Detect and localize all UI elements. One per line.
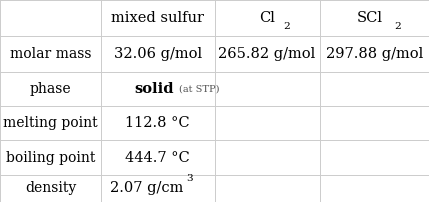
Text: 2: 2 <box>395 22 401 31</box>
Text: solid: solid <box>134 82 174 96</box>
Text: mixed sulfur: mixed sulfur <box>111 11 204 25</box>
Text: Cl: Cl <box>259 11 275 25</box>
Text: 265.82 g/mol: 265.82 g/mol <box>218 47 316 61</box>
Text: 2: 2 <box>283 22 290 31</box>
Text: 297.88 g/mol: 297.88 g/mol <box>326 47 423 61</box>
Text: 32.06 g/mol: 32.06 g/mol <box>114 47 202 61</box>
Text: density: density <box>25 181 76 195</box>
Text: boiling point: boiling point <box>6 150 95 165</box>
Text: 2.07 g/cm: 2.07 g/cm <box>110 181 184 195</box>
Text: molar mass: molar mass <box>10 47 91 61</box>
Text: (at STP): (at STP) <box>179 84 220 93</box>
Text: phase: phase <box>30 82 71 96</box>
Text: melting point: melting point <box>3 116 98 130</box>
Text: 3: 3 <box>187 174 193 183</box>
Text: 112.8 °C: 112.8 °C <box>125 116 190 130</box>
Text: 444.7 °C: 444.7 °C <box>125 150 190 165</box>
Text: SCl: SCl <box>357 11 383 25</box>
